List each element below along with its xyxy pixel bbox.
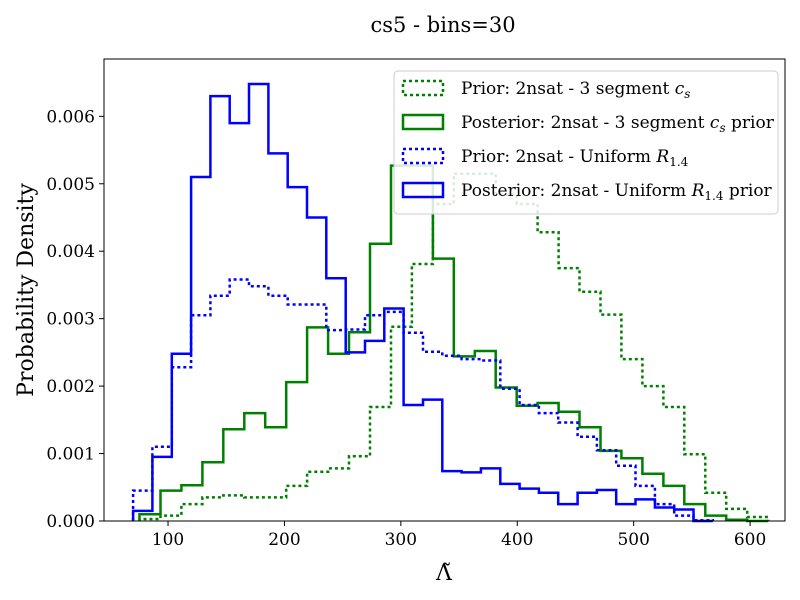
x-tick-label: 500	[617, 530, 649, 550]
legend-label-1: Prior: 2nsat - 3 segment cs	[461, 79, 690, 101]
y-tick-label: 0.003	[46, 310, 95, 330]
y-tick-label: 0.000	[46, 512, 95, 532]
legend-label-2: Posterior: 2nsat - 3 segment cs prior	[461, 113, 775, 135]
legend-handle-4	[401, 181, 445, 199]
x-axis-label: Λ̃	[435, 561, 453, 586]
legend: Prior: 2nsat - 3 segment cs Posterior: 2n…	[393, 70, 779, 215]
legend-label-4: Posterior: 2nsat - Uniform R1.4 prior	[461, 181, 773, 203]
axes-frame	[103, 58, 786, 522]
plot-area: 100 200 300 400 500 600 0.0000.0010.0020.0030…	[46, 58, 786, 550]
series-4-step-line	[131, 82, 713, 523]
x-tick-label: 300	[385, 530, 417, 550]
x-tick-label: 400	[501, 530, 533, 550]
legend-handle-2	[401, 113, 445, 131]
x-tick-label: 100	[152, 530, 184, 550]
chart-title: cs5 - bins=30	[370, 13, 515, 37]
y-tick-label: 0.004	[46, 242, 95, 262]
x-tick-label: 200	[268, 530, 300, 550]
y-tick-label: 0.002	[46, 377, 95, 397]
x-tick-label: 600	[734, 530, 766, 550]
legend-handle-1	[401, 79, 445, 97]
legend-label-3: Prior: 2nsat - Uniform R1.4	[461, 147, 689, 169]
legend-frame	[393, 70, 779, 215]
x-ticks: 100 200 300 400 500 600	[152, 521, 766, 550]
y-tick-label: 0.001	[46, 445, 95, 465]
y-axis-label: Probability Density	[14, 183, 39, 397]
y-tick-label: 0.005	[46, 175, 95, 195]
y-ticks: 0.000 0.001 0.002 0.003 0.004 0.005 0.006	[46, 107, 104, 532]
y-tick-label: 0.006	[46, 107, 95, 127]
legend-handle-3	[401, 147, 445, 165]
series-2-step-line	[138, 164, 769, 523]
